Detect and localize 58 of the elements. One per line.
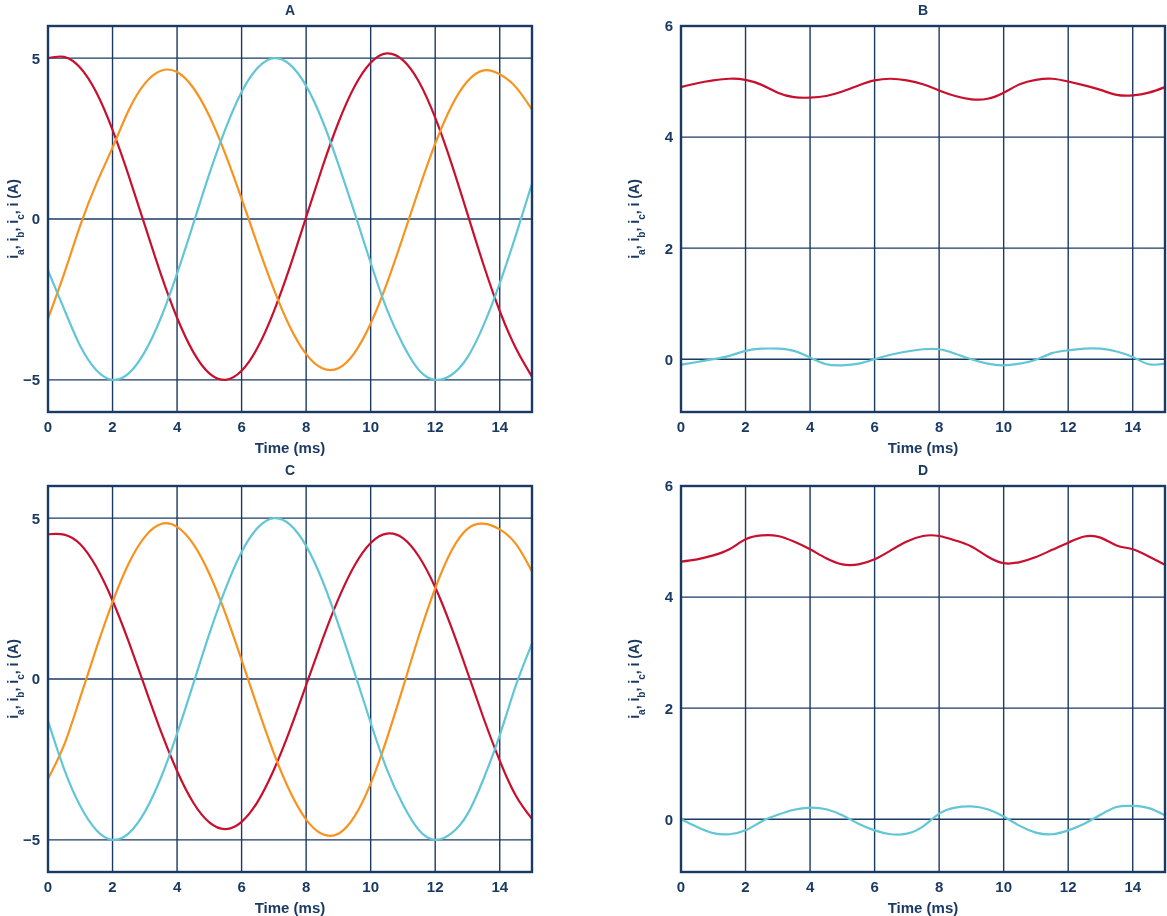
x-tick-label: 12 [426, 418, 444, 435]
x-tick-label: 2 [108, 878, 117, 895]
x-tick-label: 4 [172, 418, 182, 435]
x-tick-label: 2 [741, 418, 750, 435]
x-tick-label: 12 [1059, 418, 1077, 435]
x-tick-label: 14 [1124, 418, 1142, 435]
x-tick-label: 6 [237, 418, 246, 435]
line-series [679, 534, 1167, 567]
x-tick-label: 0 [43, 418, 53, 435]
x-tick-label: 6 [870, 878, 879, 895]
x-tick-label: 12 [426, 878, 444, 895]
x-tick-label: 2 [741, 878, 750, 895]
x-tick-label: 10 [362, 418, 380, 435]
y-tick-label: 6 [664, 477, 673, 495]
y-tick-label: 4 [664, 128, 674, 146]
chart-title: B [917, 2, 929, 18]
x-tick-label: 4 [805, 418, 815, 435]
x-tick-label: 6 [870, 418, 879, 435]
x-tick-label: 8 [934, 878, 944, 895]
x-axis-title: Time (ms) [254, 899, 326, 916]
x-tick-label: 10 [995, 418, 1013, 435]
chart-title: A [284, 2, 296, 18]
x-tick-label: 4 [172, 878, 182, 895]
y-tick-label: −5 [22, 371, 40, 389]
y-tick-label: 0 [31, 210, 40, 228]
x-tick-label: 6 [237, 878, 246, 895]
x-tick-label: 14 [1124, 878, 1142, 895]
line-series [679, 804, 1167, 836]
x-tick-label: 14 [491, 418, 509, 435]
x-axis-title: Time (ms) [254, 439, 326, 456]
x-tick-label: 12 [1059, 878, 1077, 895]
y-tick-label: 6 [664, 17, 673, 35]
chart-title: C [284, 462, 296, 478]
x-axis-title: Time (ms) [887, 899, 959, 916]
x-tick-label: 8 [301, 418, 311, 435]
x-axis-title: Time (ms) [887, 439, 959, 456]
y-tick-label: 0 [664, 350, 673, 368]
y-tick-label: 5 [31, 49, 40, 67]
x-tick-label: 14 [491, 878, 509, 895]
x-tick-label: 10 [995, 878, 1013, 895]
x-tick-label: 0 [676, 418, 686, 435]
x-tick-label: 0 [43, 878, 53, 895]
y-tick-label: 0 [31, 670, 40, 688]
line-series [679, 347, 1167, 367]
y-tick-label: 5 [31, 509, 40, 527]
x-tick-label: 8 [301, 878, 311, 895]
y-tick-label: 0 [664, 810, 673, 828]
y-tick-label: 4 [664, 588, 674, 606]
x-tick-label: 8 [934, 418, 944, 435]
y-tick-label: −5 [22, 831, 40, 849]
x-tick-label: 2 [108, 418, 117, 435]
line-series [679, 77, 1167, 101]
y-tick-label: 2 [664, 699, 673, 717]
x-tick-label: 10 [362, 878, 380, 895]
chart-title: D [917, 462, 929, 478]
x-tick-label: 0 [676, 878, 686, 895]
x-tick-label: 4 [805, 878, 815, 895]
y-tick-label: 2 [664, 239, 673, 257]
